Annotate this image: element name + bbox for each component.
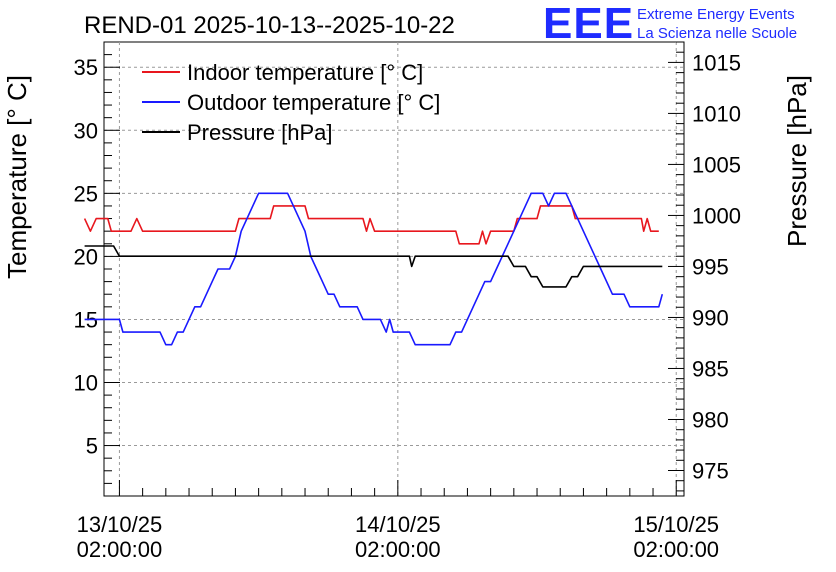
y2-tick-label: 985 bbox=[692, 356, 729, 381]
x-tick-label-date: 13/10/25 bbox=[77, 512, 163, 537]
y-axis-label: Temperature [° C] bbox=[2, 75, 32, 279]
y-tick-label: 35 bbox=[74, 55, 98, 80]
series-line-2 bbox=[84, 245, 663, 288]
y2-tick-label: 1015 bbox=[692, 50, 741, 75]
legend-label-2: Pressure [hPa] bbox=[187, 120, 333, 145]
y-tick-label: 20 bbox=[74, 244, 98, 269]
eee-logo: EEE bbox=[543, 0, 635, 48]
logo-subtitle-2: La Scienza nelle Scuole bbox=[637, 25, 798, 42]
series-line-1 bbox=[84, 192, 664, 346]
x-tick-label-time: 02:00:00 bbox=[633, 537, 719, 562]
legend-label-0: Indoor temperature [° C] bbox=[187, 60, 423, 85]
logo-subtitle-1: Extreme Energy Events bbox=[637, 6, 795, 23]
legend: Indoor temperature [° C] Outdoor temperat… bbox=[142, 60, 440, 145]
y2-tick-label: 990 bbox=[692, 305, 729, 330]
y-tick-label: 10 bbox=[74, 371, 98, 396]
y2-tick-label: 975 bbox=[692, 458, 729, 483]
y-tick-label: 5 bbox=[86, 434, 98, 459]
legend-label-1: Outdoor temperature [° C] bbox=[187, 90, 440, 115]
y2-tick-label: 995 bbox=[692, 254, 729, 279]
y2-axis-label: Pressure [hPa] bbox=[782, 75, 812, 247]
x-tick-label-date: 15/10/25 bbox=[633, 512, 719, 537]
x-tick-label-date: 14/10/25 bbox=[355, 512, 441, 537]
y2-tick-label: 1000 bbox=[692, 203, 741, 228]
y2-tick-label: 1010 bbox=[692, 101, 741, 126]
y2-tick-label: 980 bbox=[692, 407, 729, 432]
x-tick-label-time: 02:00:00 bbox=[355, 537, 441, 562]
y2-tick-label: 1005 bbox=[692, 152, 741, 177]
x-tick-label-time: 02:00:00 bbox=[77, 537, 163, 562]
y-tick-label: 30 bbox=[74, 118, 98, 143]
y-tick-label: 25 bbox=[74, 181, 98, 206]
series-lines bbox=[83, 192, 664, 346]
chart-title: REND-01 2025-10-13--2025-10-22 bbox=[84, 12, 455, 39]
plot-area bbox=[103, 41, 685, 497]
axis-ticks: 5101520253035975980985990995100010051010… bbox=[74, 41, 741, 562]
